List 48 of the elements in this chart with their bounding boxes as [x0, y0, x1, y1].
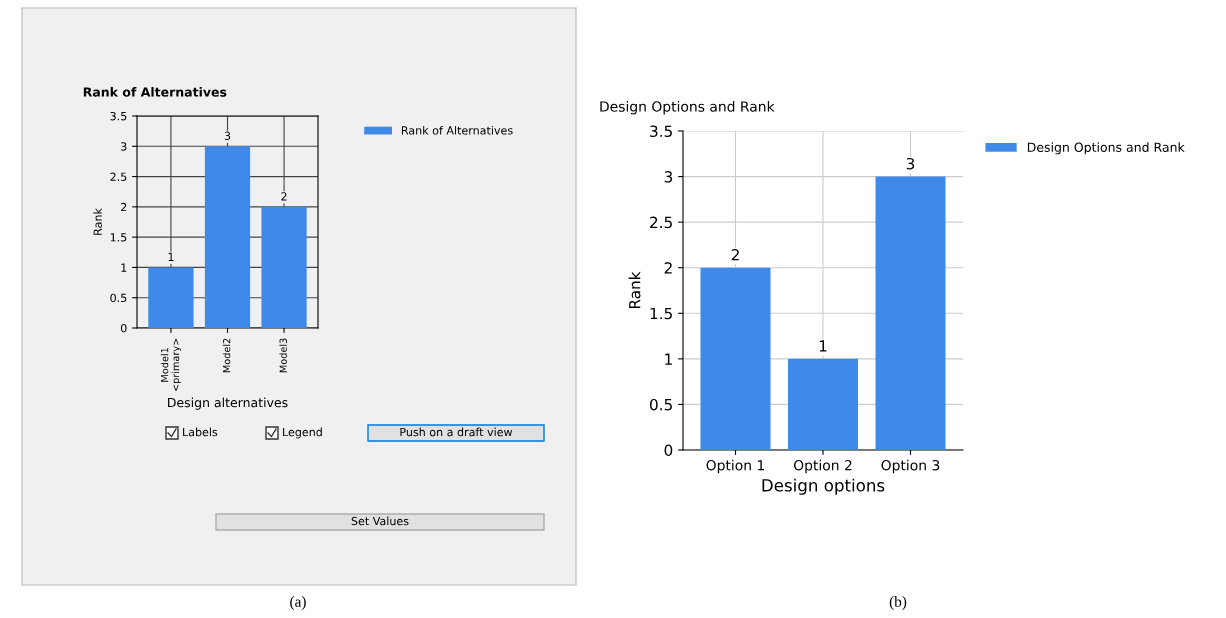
text: Labels	[183, 427, 218, 437]
x-axis-title: Design alternatives	[168, 397, 288, 410]
y-tick-label: 1	[121, 263, 127, 272]
y-tick-label: 2	[121, 202, 127, 212]
y-tick-label: 2	[664, 262, 672, 274]
data-label: 2	[731, 249, 739, 261]
text: (b)	[889, 596, 907, 610]
x-tick-label: Option 1	[706, 459, 765, 474]
data-label: 3	[906, 157, 915, 170]
bar	[788, 358, 858, 450]
data-label: 2	[281, 192, 287, 201]
chart-title: Rank of Alternatives	[83, 87, 227, 97]
y-tick-label: 2.5	[650, 216, 672, 229]
bar	[148, 267, 194, 328]
y-axis-title: Rank	[628, 271, 641, 309]
x-tick-label: Model2	[222, 338, 231, 373]
y-tick-label: 3	[664, 171, 673, 183]
text: (a)	[290, 596, 306, 610]
bar	[204, 146, 251, 328]
text: Set Values	[351, 516, 409, 526]
y-tick-label: 3	[121, 142, 127, 151]
y-tick-label: 2.5	[110, 172, 127, 181]
x-tick-label: Model3	[279, 338, 287, 373]
y-tick-label: 0	[664, 444, 673, 457]
x-axis-title: Design options	[762, 478, 885, 495]
y-tick-label: 3.5	[110, 111, 127, 121]
y-tick-label: 0.5	[110, 293, 127, 303]
text: Legend	[283, 427, 322, 439]
legend-label: Design Options and Rank	[1027, 142, 1185, 155]
y-tick-label: 1	[665, 353, 672, 365]
legend-label: Rank of Alternatives	[401, 126, 513, 135]
x-tick-label: Model1 <primary>	[160, 338, 182, 392]
data-label: 3	[224, 131, 231, 140]
y-tick-label: 0	[120, 323, 127, 333]
y-axis-title: Rank	[93, 208, 102, 235]
text: Push on a draft view	[400, 427, 513, 437]
data-label: 1	[819, 340, 827, 352]
x-tick-label: Option 3	[881, 459, 940, 474]
data-label: 1	[168, 252, 174, 261]
chart-title: Design Options and Rank	[600, 101, 775, 115]
y-tick-label: 0.5	[649, 398, 672, 411]
bar	[261, 206, 307, 328]
y-tick-label: 3.5	[650, 125, 672, 138]
bar	[875, 176, 946, 450]
y-tick-label: 1.5	[110, 233, 127, 242]
bar	[700, 267, 771, 450]
y-tick-label: 1.5	[650, 307, 672, 320]
x-tick-label: Option 2	[793, 459, 852, 474]
